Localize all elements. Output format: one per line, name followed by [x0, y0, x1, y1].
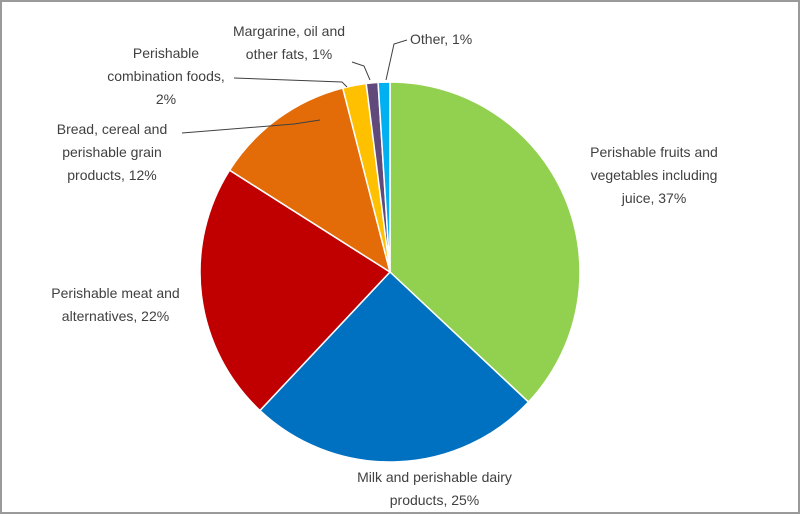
slice-label: Margarine, oil and other fats, 1% — [232, 23, 346, 62]
slice-label: Bread, cereal and perishable grain produ… — [56, 121, 168, 183]
leader-line — [181, 119, 321, 134]
pie-slice — [389, 81, 581, 404]
slice-label: Perishable fruits and vegetables includi… — [590, 144, 718, 206]
slice-label: Perishable meat and alternatives, 22% — [51, 285, 180, 324]
leader-line — [351, 61, 371, 81]
leader-line — [385, 39, 408, 81]
slice-label: Milk and perishable dairy products, 25% — [357, 469, 512, 508]
slice-label: Perishable combination foods, 2% — [107, 45, 225, 107]
pie-slice — [377, 81, 391, 273]
leader-line — [233, 77, 348, 88]
pie-slice — [258, 270, 530, 463]
pie-slice — [199, 169, 392, 412]
pie-slice — [228, 87, 392, 274]
leader-lines — [181, 39, 408, 134]
slice-label: Other, 1% — [410, 31, 473, 47]
